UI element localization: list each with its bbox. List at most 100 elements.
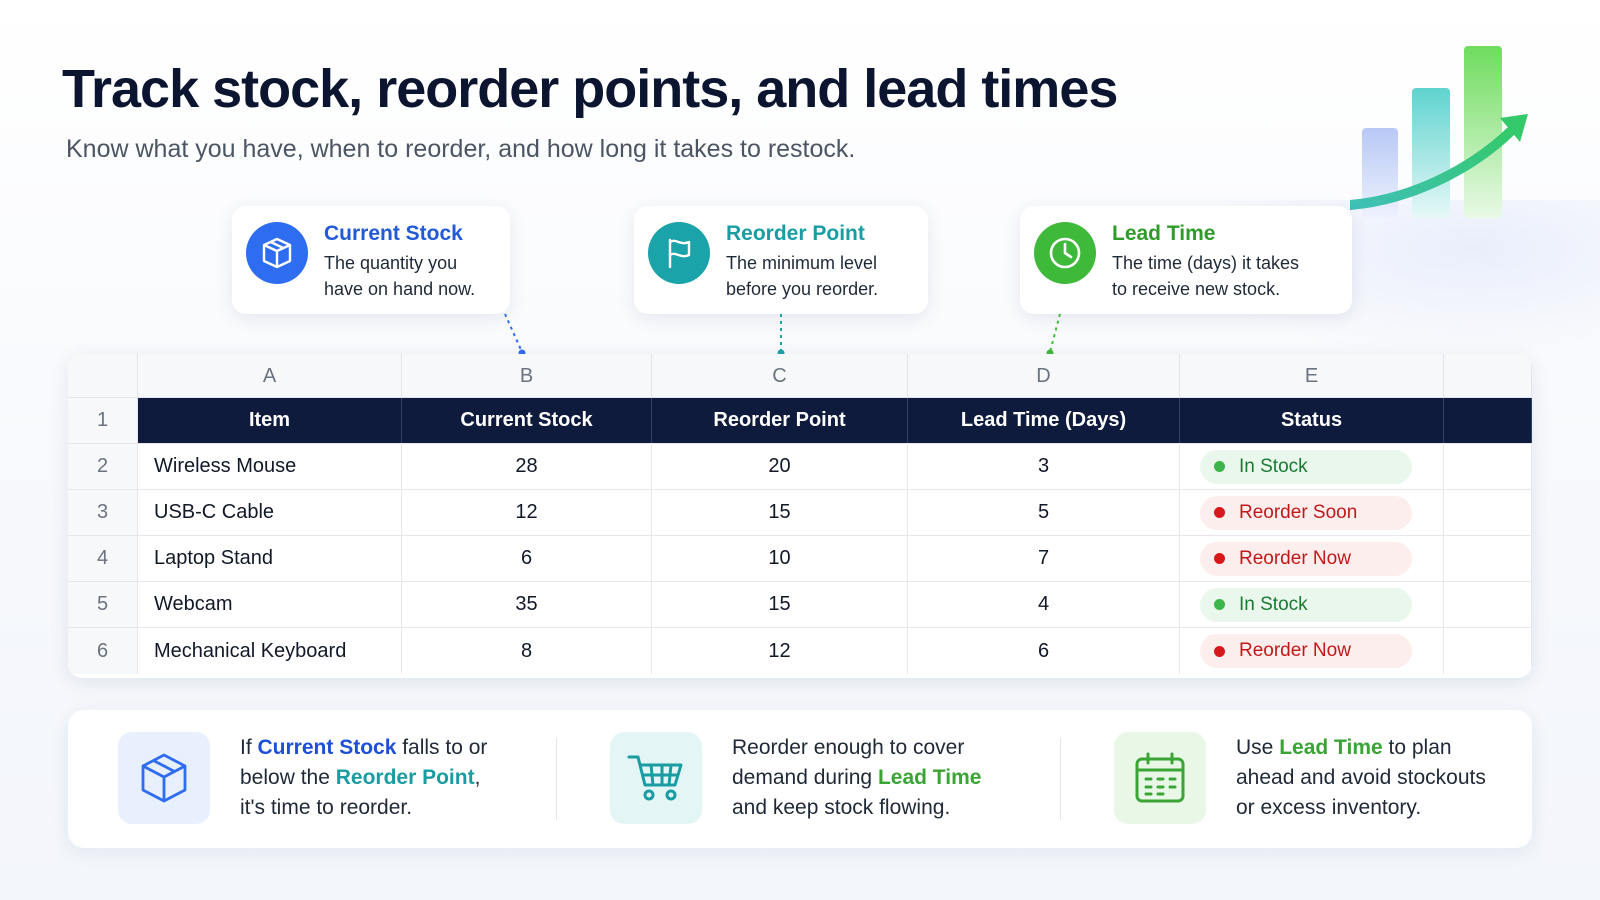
lead-cell[interactable]: 5: [908, 490, 1180, 535]
lead-cell[interactable]: 6: [908, 628, 1180, 674]
status-cell[interactable]: In Stock: [1180, 582, 1444, 627]
column-header-d[interactable]: D: [908, 354, 1180, 398]
tip-reorder-quantity: Reorder enough to cover demand during Le…: [610, 732, 981, 824]
status-text: Reorder Now: [1239, 640, 1351, 661]
status-cell[interactable]: In Stock: [1180, 444, 1444, 489]
callout-desc-line: The quantity you: [324, 253, 458, 273]
callout-desc-line: The time (days) it takes: [1112, 253, 1300, 273]
status-text: In Stock: [1239, 455, 1308, 477]
reorder-cell[interactable]: 10: [652, 536, 908, 581]
tip-highlight: Lead Time: [877, 766, 982, 789]
status-badge: Reorder Now: [1200, 634, 1412, 668]
select-all-corner[interactable]: [68, 354, 138, 398]
row-number[interactable]: 3: [68, 490, 138, 535]
tip-highlight: Reorder Point: [335, 766, 475, 789]
item-cell[interactable]: USB-C Cable: [138, 490, 402, 535]
status-badge: Reorder Now: [1200, 541, 1412, 576]
callout-current-stock: Current Stock The quantity you have on h…: [232, 206, 510, 314]
status-text: Reorder Soon: [1239, 501, 1358, 523]
tips-panel: If Current Stock falls to or below the R…: [68, 710, 1532, 848]
header-cell[interactable]: Current Stock: [402, 398, 652, 443]
table-header-row: 1 Item Current Stock Reorder Point Lead …: [68, 398, 1532, 444]
empty-cell[interactable]: [1444, 582, 1532, 627]
callout-desc-line: have on hand now.: [324, 279, 476, 299]
header-cell[interactable]: Reorder Point: [652, 398, 908, 443]
row-number[interactable]: 2: [68, 444, 138, 489]
calendar-icon: [1114, 732, 1206, 824]
tip-reorder-rule: If Current Stock falls to or below the R…: [118, 732, 487, 824]
empty-cell[interactable]: [1444, 628, 1532, 674]
status-badge: In Stock: [1200, 449, 1412, 484]
tip-text: or excess inventory.: [1236, 796, 1422, 819]
reorder-cell[interactable]: 20: [652, 444, 908, 489]
callout-lead-time: Lead Time The time (days) it takes to re…: [1020, 206, 1352, 314]
row-number[interactable]: 1: [68, 398, 138, 443]
header-cell[interactable]: Status: [1180, 398, 1444, 443]
empty-cell[interactable]: [1444, 490, 1532, 535]
tip-text: ahead and avoid stockouts: [1236, 766, 1486, 789]
item-cell[interactable]: Webcam: [138, 582, 402, 627]
tip-text: and keep stock flowing.: [732, 796, 951, 819]
status-text: In Stock: [1239, 593, 1308, 615]
column-header-b[interactable]: B: [402, 354, 652, 398]
tip-text: it's time to reorder.: [240, 796, 413, 819]
status-dot-icon: [1214, 461, 1225, 472]
reorder-cell[interactable]: 15: [652, 490, 908, 535]
tip-text: falls to or: [396, 736, 488, 759]
divider: [556, 738, 557, 820]
status-dot-icon: [1214, 599, 1225, 610]
tip-text: ,: [474, 766, 481, 789]
status-cell[interactable]: Reorder Soon: [1180, 490, 1444, 535]
row-number[interactable]: 5: [68, 582, 138, 627]
tip-highlight: Lead Time: [1279, 736, 1383, 759]
callout-title: Reorder Point: [726, 222, 865, 245]
lead-cell[interactable]: 3: [908, 444, 1180, 489]
clock-icon: [1034, 222, 1096, 284]
item-cell[interactable]: Laptop Stand: [138, 536, 402, 581]
item-cell[interactable]: Mechanical Keyboard: [138, 628, 402, 674]
empty-cell[interactable]: [1444, 444, 1532, 489]
status-cell[interactable]: Reorder Now: [1180, 536, 1444, 581]
status-cell[interactable]: Reorder Now: [1180, 628, 1444, 674]
table-row: 6 Mechanical Keyboard 8 12 6 Reorder Now: [68, 628, 1532, 674]
item-cell[interactable]: Wireless Mouse: [138, 444, 402, 489]
column-header-c[interactable]: C: [652, 354, 908, 398]
stock-cell[interactable]: 28: [402, 444, 652, 489]
column-header-e[interactable]: E: [1180, 354, 1444, 398]
tip-text: to plan: [1382, 736, 1452, 759]
status-badge: In Stock: [1200, 587, 1412, 622]
flag-icon: [648, 222, 710, 284]
stock-cell[interactable]: 8: [402, 628, 652, 674]
column-header-a[interactable]: A: [138, 354, 402, 398]
box-icon: [246, 222, 308, 284]
lead-cell[interactable]: 7: [908, 536, 1180, 581]
page-title: Track stock, reorder points, and lead ti…: [62, 59, 1118, 119]
divider: [1060, 738, 1061, 820]
tip-text: below the: [240, 766, 336, 789]
stock-cell[interactable]: 6: [402, 536, 652, 581]
row-number[interactable]: 6: [68, 628, 138, 674]
status-dot-icon: [1214, 553, 1225, 564]
page-subtitle: Know what you have, when to reorder, and…: [66, 135, 856, 163]
empty-cell[interactable]: [1444, 536, 1532, 581]
tip-text: demand during: [732, 766, 878, 789]
column-header-f[interactable]: [1444, 354, 1532, 398]
lead-cell[interactable]: 4: [908, 582, 1180, 627]
reorder-cell[interactable]: 12: [652, 628, 908, 674]
header-cell[interactable]: Lead Time (Days): [908, 398, 1180, 443]
table-row: 5 Webcam 35 15 4 In Stock: [68, 582, 1532, 628]
callout-desc-line: to receive new stock.: [1112, 279, 1281, 299]
stock-cell[interactable]: 35: [402, 582, 652, 627]
row-number[interactable]: 4: [68, 536, 138, 581]
tip-text: Use: [1236, 736, 1280, 759]
tip-highlight: Current Stock: [257, 736, 397, 759]
callout-desc-line: before you reorder.: [726, 279, 879, 299]
reorder-cell[interactable]: 15: [652, 582, 908, 627]
callout-title: Lead Time: [1112, 222, 1216, 245]
callout-title: Current Stock: [324, 222, 463, 245]
header-cell[interactable]: Item: [138, 398, 402, 443]
table-row: 4 Laptop Stand 6 10 7 Reorder Now: [68, 536, 1532, 582]
stock-cell[interactable]: 12: [402, 490, 652, 535]
box-icon: [118, 732, 210, 824]
header-cell[interactable]: [1444, 398, 1532, 443]
